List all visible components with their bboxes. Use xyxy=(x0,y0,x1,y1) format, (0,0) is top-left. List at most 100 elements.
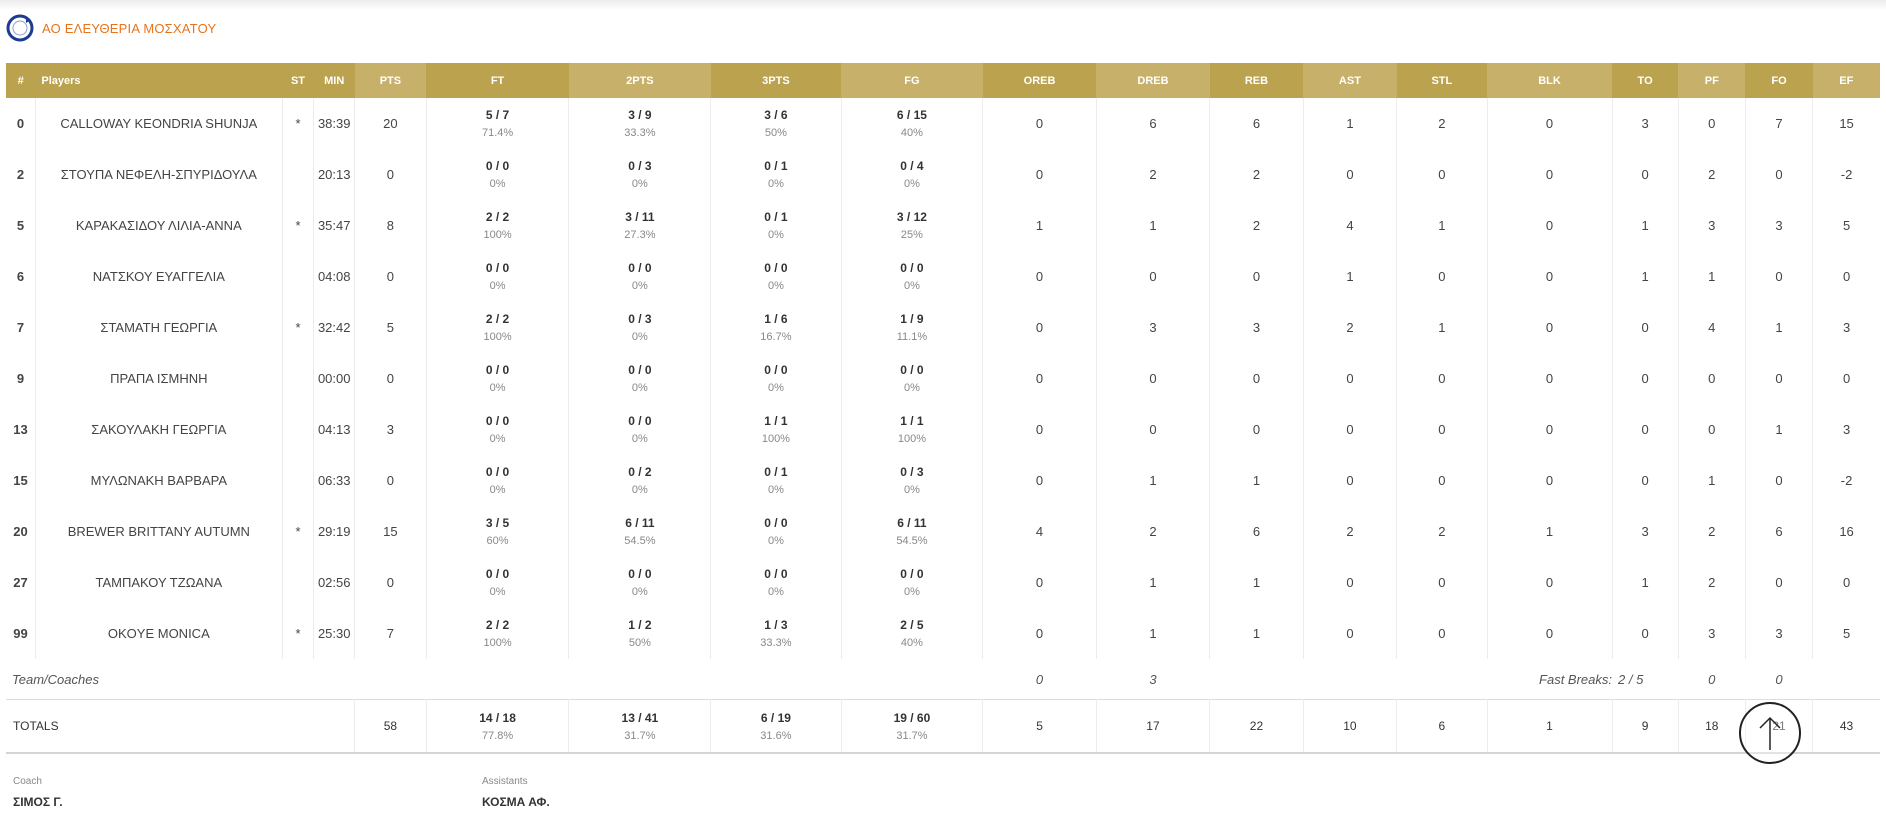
player-points: 8 xyxy=(354,200,427,251)
player-name[interactable]: CALLOWAY KEONDRIA SHUNJA xyxy=(35,98,283,149)
player-ft-pct: 0% xyxy=(489,484,506,496)
player-name[interactable]: ΚΑΡΑΚΑΣΙΔΟΥ ΛΙΛΙΑ-ΑΝΝΑ xyxy=(35,200,283,251)
player-ft-made: 5 / 7 xyxy=(485,108,510,122)
player-fg: 2 / 5 40% xyxy=(841,608,984,659)
player-blk: 0 xyxy=(1487,149,1613,200)
player-3pts: 1 / 6 16.7% xyxy=(710,302,842,353)
player-name[interactable]: BREWER BRITTANY AUTUMN xyxy=(35,506,283,557)
player-fo: 7 xyxy=(1745,98,1814,149)
player-blk: 0 xyxy=(1487,353,1613,404)
player-2pts-made: 3 / 9 xyxy=(628,108,652,122)
player-name[interactable]: ΜΥΛΩΝΑΚΗ ΒΑΡΒΑΡΑ xyxy=(35,455,283,506)
player-ft-made: 2 / 2 xyxy=(485,618,510,632)
player-ft-made: 2 / 2 xyxy=(485,210,510,224)
table-row: 6 ΝΑΤΣΚΟΥ ΕΥΑΓΓΕΛΙΑ 04:08 0 0 / 0 0% 0 / 0 0% 0 … xyxy=(6,251,1880,302)
player-name[interactable]: ΠΡΑΠΑ ΙΣΜΗΝΗ xyxy=(35,353,283,404)
player-fo: 6 xyxy=(1745,506,1814,557)
player-fg-pct: 0% xyxy=(903,484,920,496)
starter-mark: * xyxy=(282,302,315,353)
player-blk: 1 xyxy=(1487,506,1613,557)
player-3pts-pct: 0% xyxy=(767,382,784,394)
player-to: 0 xyxy=(1612,455,1679,506)
player-ast: 1 xyxy=(1303,251,1398,302)
totals-3pts-made: 6 / 19 xyxy=(760,710,791,725)
player-ef: 15 xyxy=(1839,116,1854,131)
player-fg-pct: 0% xyxy=(903,178,920,190)
player-ef: -2 xyxy=(1840,167,1853,182)
player-ef: 0 xyxy=(1842,269,1851,284)
team-name[interactable]: ΑΟ ΕΛΕΥΘΕΡΙΑ ΜΟΣΧΑΤΟΥ xyxy=(42,20,217,36)
totals-oreb: 5 xyxy=(982,699,1097,754)
header-stl: STL xyxy=(1396,63,1487,98)
fast-breaks-value: 2 / 5 xyxy=(1618,671,1644,687)
header-2pts: 2PTS xyxy=(568,63,711,98)
totals-2pts: 13 / 41 31.7% xyxy=(568,699,712,754)
player-fo: 0 xyxy=(1745,557,1814,608)
totals-2pts-made: 13 / 41 xyxy=(621,710,659,725)
player-ft-made: 2 / 2 xyxy=(485,312,510,326)
player-ft: 2 / 2 100% xyxy=(426,302,570,353)
player-name[interactable]: ΣΑΚΟΥΛΑΚΗ ΓΕΩΡΓΙΑ xyxy=(35,404,283,455)
player-reb: 1 xyxy=(1209,557,1304,608)
player-3pts: 0 / 1 0% xyxy=(710,149,842,200)
player-name[interactable]: ΝΑΤΣΚΟΥ ΕΥΑΓΓΕΛΙΑ xyxy=(35,251,283,302)
player-blk: 0 xyxy=(1487,455,1613,506)
player-ft: 0 / 0 0% xyxy=(426,149,570,200)
assistants-name: ΚΟΣΜΑ ΑΦ. xyxy=(482,795,550,809)
player-name[interactable]: ΣΤΟΥΠΑ ΝΕΦΕΛΗ-ΣΠΥΡΙΔΟΥΛΑ xyxy=(35,149,283,200)
player-fg-made: 1 / 1 xyxy=(900,414,924,428)
totals-row: TOTALS 58 14 / 18 77.8% 13 / 41 31.7% 6 / … xyxy=(6,699,1880,754)
player-stl: 0 xyxy=(1396,353,1488,404)
player-oreb: 0 xyxy=(982,251,1097,302)
player-ast: 0 xyxy=(1303,149,1398,200)
player-name[interactable]: OKOYE MONICA xyxy=(35,608,283,659)
coach-block: Coach ΣΙΜΟΣ Γ. xyxy=(13,776,63,809)
player-stl: 0 xyxy=(1396,404,1488,455)
table-row: 20 BREWER BRITTANY AUTUMN * 29:19 15 3 / 5 60%… xyxy=(6,506,1880,557)
player-reb: 3 xyxy=(1209,302,1304,353)
player-3pts-pct: 0% xyxy=(767,178,784,190)
team-logo-icon xyxy=(6,14,34,42)
player-ast: 1 xyxy=(1303,98,1398,149)
player-minutes: 02:56 xyxy=(313,557,356,608)
starter-mark xyxy=(282,455,315,506)
scroll-to-top-button[interactable] xyxy=(1739,702,1801,764)
player-minutes: 06:33 xyxy=(313,455,356,506)
totals-3pts-pct: 31.6% xyxy=(760,729,792,742)
player-name[interactable]: ΣΤΑΜΑΤΗ ΓΕΩΡΓΙΑ xyxy=(35,302,283,353)
player-2pts-pct: 27.3% xyxy=(624,229,656,241)
player-3pts-pct: 0% xyxy=(767,229,784,241)
player-number: 9 xyxy=(6,353,36,404)
player-2pts-pct: 0% xyxy=(631,178,648,190)
starter-mark xyxy=(282,251,315,302)
header-dreb: DREB xyxy=(1096,63,1210,98)
player-ef: 3 xyxy=(1842,320,1851,335)
player-ft-made: 0 / 0 xyxy=(485,261,510,275)
player-minutes: 00:00 xyxy=(313,353,356,404)
player-name[interactable]: ΤΑΜΠΑΚΟΥ ΤΖΩΑΝΑ xyxy=(35,557,283,608)
player-dreb: 2 xyxy=(1096,506,1211,557)
player-fo: 3 xyxy=(1745,200,1814,251)
player-pf: 2 xyxy=(1678,149,1746,200)
totals-ef: 43 xyxy=(1812,699,1880,754)
table-row: 2 ΣΤΟΥΠΑ ΝΕΦΕΛΗ-ΣΠΥΡΙΔΟΥΛΑ 20:13 0 0 / 0 0% 0 … xyxy=(6,149,1880,200)
player-3pts: 0 / 0 0% xyxy=(710,251,842,302)
totals-3pts: 6 / 19 31.6% xyxy=(710,699,842,754)
table-row: 0 CALLOWAY KEONDRIA SHUNJA * 38:39 20 5 / 7 71… xyxy=(6,98,1880,149)
arrow-up-icon xyxy=(1759,716,1781,750)
table-row: 13 ΣΑΚΟΥΛΑΚΗ ΓΕΩΡΓΙΑ 04:13 3 0 / 0 0% 0 / 0 0% 1… xyxy=(6,404,1880,455)
player-oreb: 0 xyxy=(982,353,1097,404)
starter-mark xyxy=(282,404,315,455)
player-pf: 0 xyxy=(1678,98,1746,149)
player-ft: 3 / 5 60% xyxy=(426,506,570,557)
team-header: ΑΟ ΕΛΕΥΘΕΡΙΑ ΜΟΣΧΑΤΟΥ xyxy=(6,12,216,44)
header-ast: AST xyxy=(1303,63,1397,98)
player-2pts-made: 1 / 2 xyxy=(628,618,652,632)
player-ft: 0 / 0 0% xyxy=(426,353,570,404)
player-fg: 6 / 11 54.5% xyxy=(841,506,984,557)
header-pts: PTS xyxy=(354,63,427,98)
player-number: 2 xyxy=(6,149,36,200)
player-2pts-pct: 0% xyxy=(631,586,648,598)
player-minutes: 32:42 xyxy=(313,302,356,353)
player-to: 1 xyxy=(1612,251,1679,302)
